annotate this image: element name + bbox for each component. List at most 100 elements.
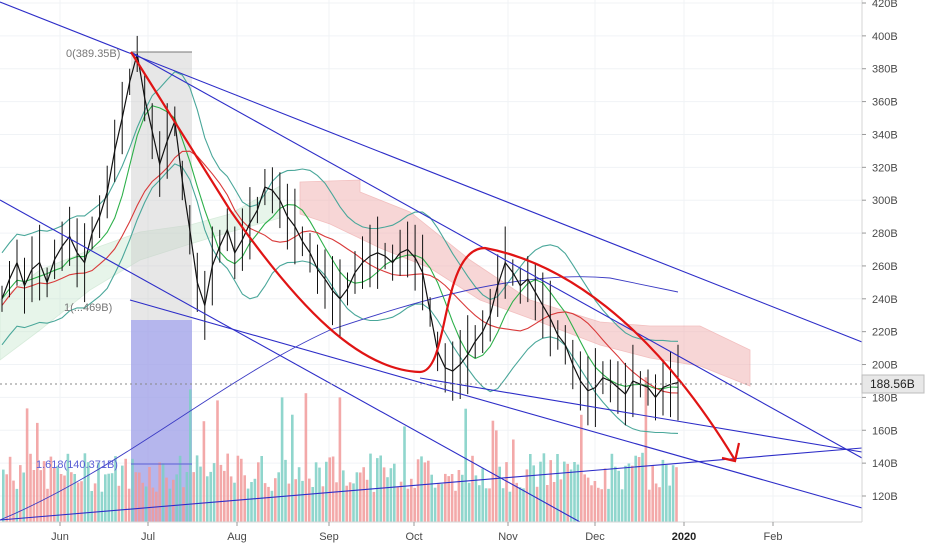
y-tick-label: 120B: [872, 491, 898, 503]
volume-bar: [399, 481, 403, 522]
volume-bar: [226, 453, 229, 522]
last-price-marker: 188.56B: [0, 374, 925, 394]
volume-bar: [631, 465, 634, 522]
volume-bar: [610, 453, 614, 522]
volume-bar: [586, 477, 590, 522]
volume-bar: [243, 475, 246, 522]
volume-bar: [671, 465, 675, 522]
volume-bar: [505, 462, 508, 522]
volume-bar: [22, 472, 25, 522]
volume-bar: [308, 478, 311, 522]
volume-bar: [117, 485, 121, 522]
volume-bar: [263, 483, 267, 522]
volume-bar: [15, 488, 19, 522]
volume-bar: [654, 483, 658, 522]
volume-bar: [80, 481, 83, 522]
volume-bar: [433, 487, 437, 522]
volume-bar: [396, 487, 399, 522]
volume-bar: [270, 490, 274, 522]
volume-bar: [444, 473, 447, 522]
price-series: [1, 35, 679, 427]
red-downtrend-curve: [130, 51, 736, 461]
trendlines: [0, 1, 863, 523]
volume-bar: [461, 474, 464, 522]
y-axis[interactable]: 120B 140B 160B 180B 200B 220B 240B 260B 280B 300B…: [862, 0, 898, 503]
volume-bar: [372, 491, 376, 522]
volume-bar: [178, 455, 182, 522]
x-tick-label: Feb: [764, 531, 783, 543]
y-tick-label: 180B: [872, 392, 898, 404]
volume-bar: [141, 482, 144, 522]
volume-bar: [304, 393, 308, 522]
volume-bar: [127, 488, 131, 522]
y-tick-label: 380B: [872, 64, 898, 76]
volume-bar: [229, 476, 233, 522]
volume-bar: [467, 482, 471, 522]
volume-bar: [559, 479, 563, 522]
y-tick-label: 300B: [872, 195, 898, 207]
volume-bar: [175, 474, 178, 522]
volume-bar: [280, 397, 284, 522]
volume-bar: [148, 467, 151, 522]
volume-bar: [209, 471, 212, 522]
volume-bar: [603, 468, 607, 522]
y-tick-label: 280B: [872, 228, 898, 240]
volume-bar: [274, 478, 277, 522]
volume-bar: [56, 465, 59, 522]
volume-bar: [420, 456, 423, 522]
volume-bar: [328, 457, 331, 522]
y-tick-label: 340B: [872, 129, 898, 141]
x-tick-label: Nov: [498, 531, 518, 543]
volume-bar: [66, 453, 70, 522]
volume-bar: [355, 472, 359, 522]
volume-bar: [93, 483, 97, 522]
volume-bar: [287, 483, 291, 522]
volume-bar: [624, 465, 627, 522]
volume-bar: [593, 481, 597, 522]
volume-bar: [529, 454, 532, 522]
volume-bar: [223, 470, 226, 522]
volume-bar: [321, 486, 325, 522]
volume-bar: [362, 467, 365, 522]
volume-bar: [12, 480, 15, 522]
y-tick-label: 260B: [872, 261, 898, 273]
x-tick-label: Jul: [141, 531, 155, 543]
volume-bar: [331, 456, 335, 522]
volume-bar: [284, 459, 287, 522]
volume-bar: [457, 470, 461, 522]
volume-bar: [25, 408, 29, 522]
volume-bar: [498, 466, 501, 522]
volume-bar: [569, 469, 573, 522]
volume-bar: [382, 467, 386, 522]
x-tick-label: Dec: [585, 531, 605, 543]
volume-bar: [53, 467, 56, 522]
volume-bar: [345, 485, 348, 522]
trendline: [0, 199, 581, 523]
volume-bar: [600, 489, 603, 522]
volume-bar: [233, 482, 236, 522]
volume-bar: [311, 487, 314, 522]
volume-bar: [359, 472, 362, 522]
volume-bar: [484, 488, 488, 522]
last-price-badge: [861, 374, 925, 394]
volume-bar: [212, 463, 216, 522]
volume-bar: [403, 426, 406, 522]
x-tick-label: 2020: [672, 531, 696, 543]
x-axis[interactable]: Jun Jul Aug Sep Oct Nov Dec 2020 Feb: [51, 522, 782, 543]
volume-bar: [464, 408, 467, 522]
volume-bar: [335, 482, 338, 522]
x-tick-label: Oct: [405, 531, 422, 543]
volume-bar: [253, 478, 257, 522]
volume-bar: [29, 453, 32, 522]
volume-bar: [413, 487, 416, 522]
volume-bar: [365, 479, 369, 522]
volume-bar: [83, 453, 87, 522]
volume-bar: [532, 465, 535, 522]
volume-bar: [450, 474, 454, 522]
volume-bar: [614, 466, 617, 522]
volume-bar: [597, 487, 600, 522]
volume-bar: [348, 482, 352, 522]
volume-bar: [32, 470, 36, 522]
volume-bar: [658, 487, 661, 522]
